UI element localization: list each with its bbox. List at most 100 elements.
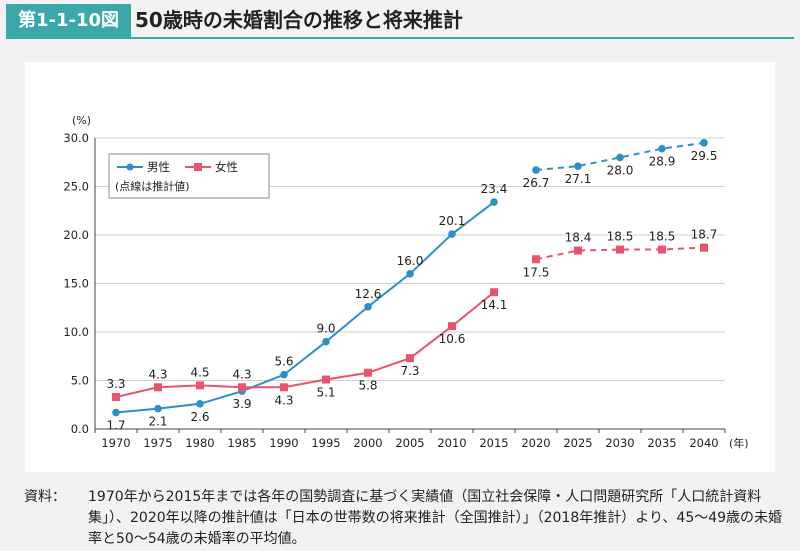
data-label-male: 3.9	[232, 397, 251, 411]
data-point-female	[490, 288, 498, 297]
chart-panel	[25, 62, 775, 472]
data-point-male	[616, 153, 624, 162]
data-point-female	[238, 383, 246, 392]
legend-label-female: 女性	[215, 160, 238, 174]
data-point-male	[280, 370, 288, 379]
data-point-female	[406, 354, 414, 363]
data-label-male: 26.7	[523, 176, 550, 190]
figure-title: 50歳時の未婚割合の推移と将来推計	[135, 8, 463, 32]
figure-header: 第1-1-10図 50歳時の未婚割合の推移と将来推計	[0, 0, 800, 42]
x-tick-label: 2025	[563, 436, 592, 450]
x-tick-label: 2005	[395, 436, 424, 450]
data-label-male: 27.1	[565, 172, 592, 186]
data-point-female	[364, 368, 372, 377]
y-axis-unit-label: (%)	[72, 114, 91, 127]
data-label-female: 5.8	[358, 379, 377, 393]
x-tick-label: 2020	[521, 436, 550, 450]
data-point-female	[574, 246, 582, 255]
data-point-male	[196, 399, 204, 408]
data-label-male: 28.9	[649, 155, 676, 169]
data-label-female: 18.4	[565, 231, 592, 245]
data-label-female: 4.3	[232, 367, 251, 381]
data-label-male: 2.1	[148, 415, 167, 429]
data-point-male	[406, 270, 414, 278]
line-chart: (%) (年) 0.0 5.0 10.0 15.0 20.0 25.0 30.0 1970 19…	[63, 114, 749, 450]
data-point-female	[280, 383, 288, 392]
data-point-female	[700, 243, 708, 252]
data-label-male: 9.0	[316, 322, 335, 336]
y-tick-label: 10.0	[63, 325, 89, 339]
data-point-female	[532, 255, 540, 264]
y-tick-label: 0.0	[71, 422, 89, 436]
data-point-female	[154, 383, 162, 392]
data-label-male: 1.7	[106, 419, 125, 433]
legend-note: (点線は推計値)	[115, 179, 190, 193]
data-label-female: 18.5	[607, 230, 634, 244]
legend-label-male: 男性	[147, 160, 170, 174]
x-axis-unit-label: (年)	[729, 436, 749, 450]
data-label-male: 2.6	[190, 410, 209, 424]
data-point-female	[322, 375, 330, 384]
data-point-male	[532, 166, 540, 174]
data-label-female: 10.6	[439, 332, 466, 346]
x-tick-label: 1995	[311, 436, 340, 450]
legend-box	[108, 153, 270, 199]
figure-number-badge: 第1-1-10図	[6, 4, 132, 37]
data-label-male: 29.5	[691, 149, 718, 163]
x-tick-label: 2010	[437, 436, 466, 450]
legend-marker-male	[126, 163, 134, 171]
y-tick-label: 5.0	[71, 374, 89, 388]
data-label-male: 12.6	[355, 287, 382, 301]
data-label-female: 18.5	[649, 230, 676, 244]
x-tick-label: 1970	[101, 436, 130, 450]
data-label-male: 23.4	[481, 182, 508, 196]
data-label-female: 4.3	[148, 367, 167, 381]
legend-marker-female	[194, 163, 202, 171]
y-tick-label: 30.0	[63, 131, 89, 145]
data-label-male: 28.0	[607, 163, 634, 177]
y-tick-label: 25.0	[63, 180, 89, 194]
data-point-female	[616, 245, 624, 254]
data-point-female	[658, 245, 666, 254]
data-label-male: 16.0	[397, 254, 424, 268]
data-point-female	[196, 381, 204, 390]
legend: 男性 女性 (点線は推計値)	[108, 153, 270, 199]
series-line-male-actual	[115, 201, 495, 414]
data-label-female: 14.1	[481, 298, 508, 312]
x-tick-label: 1990	[269, 436, 298, 450]
data-point-male	[658, 144, 666, 153]
data-point-male	[364, 302, 372, 311]
data-point-male	[490, 198, 498, 206]
source-label: 資料：	[24, 489, 66, 505]
x-tick-label: 1985	[227, 436, 256, 450]
x-tick-label: 2030	[605, 436, 634, 450]
data-label-male: 5.6	[274, 355, 293, 369]
data-point-male	[574, 162, 582, 170]
data-label-female: 7.3	[400, 364, 419, 378]
y-tick-label: 15.0	[63, 277, 89, 291]
x-tick-label: 1975	[143, 436, 172, 450]
data-label-female: 4.3	[274, 393, 293, 407]
data-point-male	[322, 337, 330, 346]
data-label-female: 4.5	[190, 365, 209, 379]
data-point-male	[448, 230, 456, 238]
data-label-female: 18.7	[691, 228, 718, 242]
data-point-male	[700, 139, 708, 147]
data-point-male	[154, 404, 162, 413]
header-divider	[6, 37, 794, 39]
series-line-female-actual	[115, 291, 495, 398]
data-label-female: 17.5	[523, 265, 550, 279]
data-label-female: 5.1	[316, 386, 335, 400]
x-tick-label: 2000	[353, 436, 382, 450]
data-point-male	[112, 408, 120, 417]
x-tick-label: 1980	[185, 436, 214, 450]
data-label-female: 3.3	[106, 377, 125, 391]
x-tick-label: 2015	[479, 436, 508, 450]
x-tick-label: 2040	[689, 436, 718, 450]
data-point-female	[112, 392, 120, 401]
data-label-male: 20.1	[439, 214, 466, 228]
data-point-female	[448, 322, 456, 331]
x-tick-label: 2035	[647, 436, 676, 450]
y-tick-label: 20.0	[63, 228, 89, 242]
source-text: 1970年から2015年までは各年の国勢調査に基づく実績値（国立社会保障・人口問…	[88, 489, 783, 547]
